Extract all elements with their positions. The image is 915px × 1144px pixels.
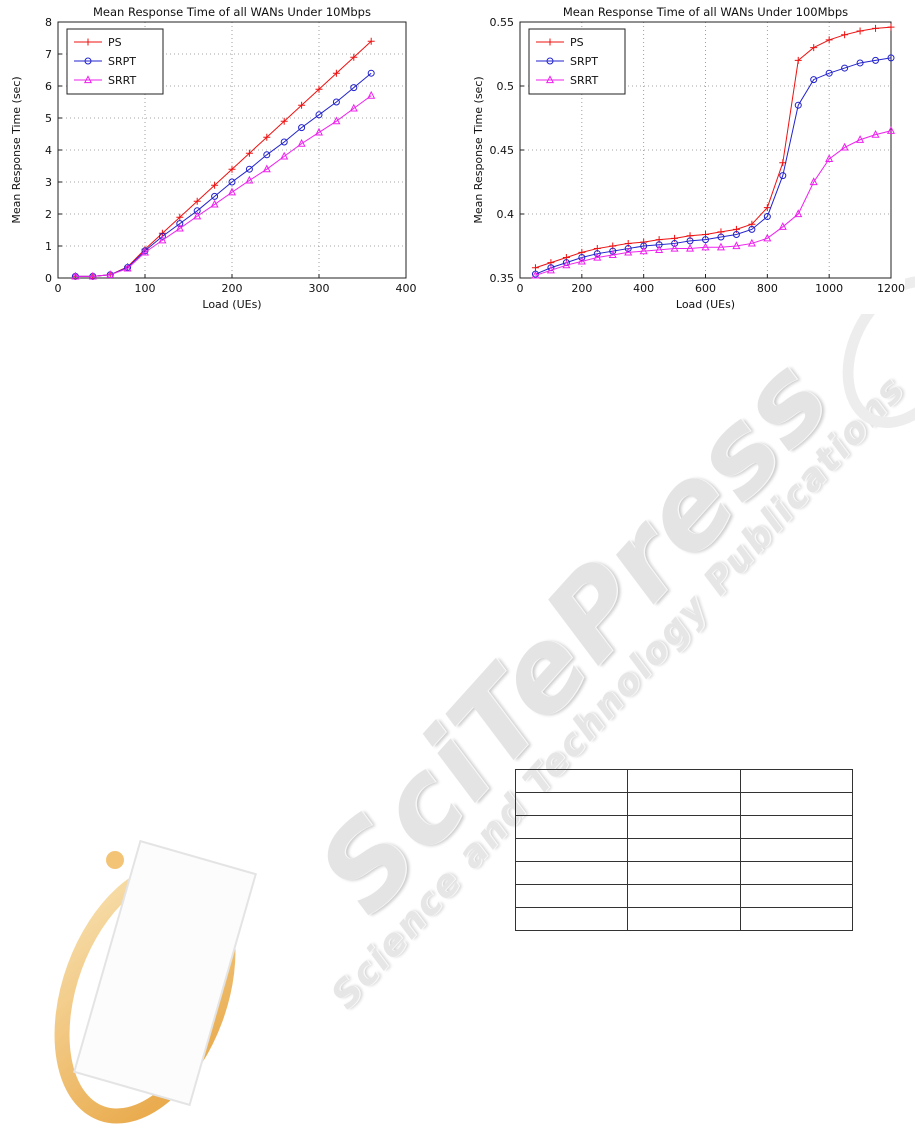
- x-tick-label: 600: [695, 282, 716, 295]
- scitepress-logo: [54, 839, 257, 1124]
- x-tick-label: 800: [757, 282, 778, 295]
- y-tick-label: 7: [45, 48, 52, 61]
- y-axis-label: Mean Response Time (sec): [10, 76, 23, 223]
- legend-label: SRPT: [108, 55, 136, 68]
- legend-label: PS: [570, 36, 584, 49]
- y-tick-label: 0.35: [490, 272, 515, 285]
- table-cell: [739, 792, 854, 816]
- table-cell: [739, 907, 854, 931]
- y-tick-label: 0: [45, 272, 52, 285]
- table-cell: [627, 838, 741, 862]
- x-tick-label: 400: [633, 282, 654, 295]
- table-cell: [514, 792, 629, 816]
- legend: PS SRPT SRRT: [66, 28, 164, 95]
- x-tick-label: 100: [135, 282, 156, 295]
- chart-title: Mean Response Time of all WANs Under 100…: [563, 5, 848, 19]
- y-tick-label: 0.5: [497, 80, 515, 93]
- x-axis-label: Load (UEs): [202, 298, 261, 311]
- table-row: [514, 792, 854, 816]
- y-tick-label: 0.45: [490, 144, 515, 157]
- table-cell: [514, 861, 629, 885]
- table-cell: [739, 769, 854, 793]
- x-tick-label: 200: [222, 282, 243, 295]
- y-tick-label: 5: [45, 112, 52, 125]
- table-cell: [514, 884, 629, 908]
- x-tick-label: 0: [55, 282, 62, 295]
- y-tick-label: 8: [45, 16, 52, 29]
- legend: PS SRPT SRRT: [528, 28, 626, 95]
- chart-title: Mean Response Time of all WANs Under 10M…: [93, 5, 371, 19]
- table-cell: [514, 769, 629, 793]
- table-cell: [627, 769, 741, 793]
- logo-dot-icon: [106, 851, 124, 869]
- table-row: [514, 861, 854, 885]
- legend-label: SRRT: [108, 74, 136, 87]
- y-tick-label: 0.55: [490, 16, 515, 29]
- y-tick-label: 4: [45, 144, 52, 157]
- table-cell: [739, 815, 854, 839]
- table-cell: [627, 861, 741, 885]
- y-tick-label: 1: [45, 240, 52, 253]
- series-srpt: [531, 54, 895, 278]
- legend-label: PS: [108, 36, 122, 49]
- chart-svg: 0 200 400 600 800 1000 1200 0.35 0.4 0.45 0.5 0.55 M…: [472, 5, 905, 311]
- table-cell: [514, 815, 629, 839]
- y-tick-label: 0.4: [497, 208, 515, 221]
- x-tick-label: 1000: [815, 282, 843, 295]
- x-tick-label: 1200: [877, 282, 905, 295]
- x-tick-label: 200: [571, 282, 592, 295]
- table-row: [514, 884, 854, 908]
- x-tick-label: 300: [309, 282, 330, 295]
- table-cell: [627, 907, 741, 931]
- chart-10mbps: 0 100 200 300 400 0 1 2 3 4 5 6 7 8 Mean Response Time…: [8, 4, 420, 314]
- table-row: [514, 769, 854, 793]
- legend-label: SRRT: [570, 74, 598, 87]
- table-row: [514, 907, 854, 931]
- chart-100mbps: 0 200 400 600 800 1000 1200 0.35 0.4 0.45 0.5 0.55 M…: [470, 4, 905, 314]
- table-row: [514, 815, 854, 839]
- table-cell: [739, 884, 854, 908]
- table-cell: [514, 838, 629, 862]
- table-cell: [627, 815, 741, 839]
- table-cell: [739, 861, 854, 885]
- axes: [57, 21, 407, 279]
- logo-page-icon: [73, 839, 257, 1107]
- table-cell: [627, 792, 741, 816]
- legend-label: SRPT: [570, 55, 598, 68]
- y-tick-label: 2: [45, 208, 52, 221]
- table-row: [514, 838, 854, 862]
- chart-svg: 0 100 200 300 400 0 1 2 3 4 5 6 7 8 Mean Response Time…: [10, 5, 417, 311]
- y-tick-label: 6: [45, 80, 52, 93]
- x-tick-label: 400: [396, 282, 417, 295]
- table-cell: [514, 907, 629, 931]
- table-cell: [627, 884, 741, 908]
- x-axis-label: Load (UEs): [676, 298, 735, 311]
- y-tick-label: 3: [45, 176, 52, 189]
- y-axis-label: Mean Response Time (sec): [472, 76, 485, 223]
- series-srrt: [531, 126, 896, 279]
- axes: [519, 21, 892, 279]
- empty-results-table: [514, 769, 854, 931]
- table-cell: [739, 838, 854, 862]
- x-tick-label: 0: [517, 282, 524, 295]
- series-srrt: [71, 90, 376, 280]
